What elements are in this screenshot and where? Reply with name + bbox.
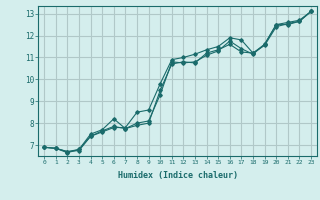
X-axis label: Humidex (Indice chaleur): Humidex (Indice chaleur) — [118, 171, 238, 180]
